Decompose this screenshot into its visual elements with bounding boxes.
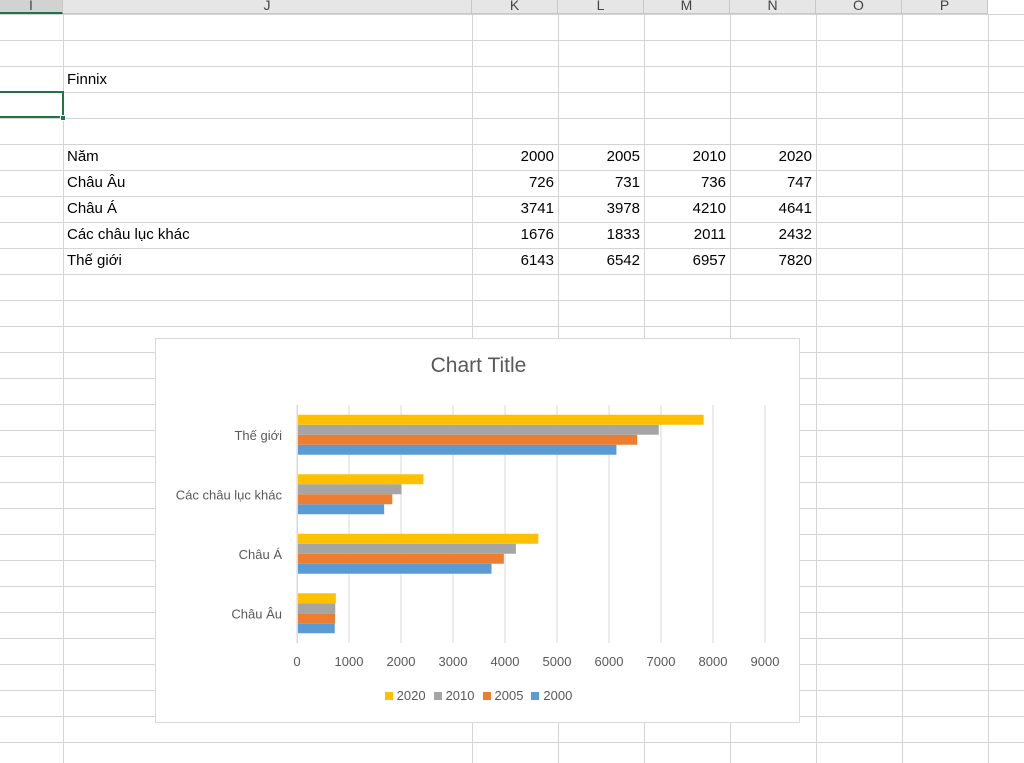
bar-2005[interactable] [297, 553, 504, 564]
column-header-j[interactable]: J [63, 0, 472, 14]
x-tick-label: 1000 [335, 654, 364, 669]
bar-2010[interactable] [297, 543, 516, 554]
chart-object[interactable]: Chart Title 0 1000 2000 3000 4000 5000 6000 700… [155, 338, 800, 723]
table-cell[interactable]: 3741 [520, 200, 554, 217]
table-header-value[interactable]: 2020 [778, 148, 812, 165]
x-tick-label: 9000 [751, 654, 780, 669]
table-row-label[interactable]: Châu Á [67, 200, 118, 217]
bar-2000[interactable] [297, 563, 492, 574]
bar-2020[interactable] [297, 593, 336, 604]
column-header-m[interactable]: M [644, 0, 730, 14]
legend-swatch [482, 692, 491, 700]
x-tick-label: 2000 [387, 654, 416, 669]
table-row-label[interactable]: Châu Âu [67, 174, 126, 191]
bar-2010[interactable] [297, 424, 659, 435]
legend-item-2000[interactable]: 2000 [531, 688, 572, 703]
legend-swatch [433, 692, 442, 700]
legend-item-2010[interactable]: 2010 [433, 688, 475, 703]
x-tick-label: 8000 [699, 654, 728, 669]
y-category-label: Các châu lục khác [176, 487, 283, 502]
legend-label: 2010 [445, 688, 475, 703]
table-cell[interactable]: 7820 [778, 252, 812, 269]
bar-2020[interactable] [297, 414, 704, 425]
legend-swatch [531, 692, 540, 700]
fill-handle[interactable] [60, 115, 66, 121]
column-header-l[interactable]: L [558, 0, 644, 14]
y-category-label: Thế giới [234, 428, 282, 443]
legend-label: 2000 [543, 688, 573, 703]
legend-label: 2005 [494, 688, 524, 703]
table-header-label[interactable]: Năm [67, 148, 99, 165]
bar-2000[interactable] [297, 623, 335, 634]
x-tick-label: 4000 [491, 654, 520, 669]
table-cell[interactable]: 1833 [606, 226, 640, 243]
table-cell[interactable]: 736 [700, 174, 726, 191]
column-header-k[interactable]: K [472, 0, 558, 14]
legend-label: 2020 [396, 688, 426, 703]
table-cell[interactable]: 1676 [520, 226, 554, 243]
table-header-value[interactable]: 2010 [692, 148, 726, 165]
table-header-value[interactable]: 2000 [520, 148, 554, 165]
column-header-i[interactable]: I [0, 0, 63, 14]
chart-plot-area[interactable]: 0 1000 2000 3000 4000 5000 6000 7000 8000 9000 Châ… [156, 339, 801, 724]
legend-item-2005[interactable]: 2005 [482, 688, 524, 703]
table-row-label[interactable]: Các châu lục khác [67, 226, 190, 243]
cell-J3[interactable]: Finnix [67, 71, 108, 88]
table-header-value[interactable]: 2005 [606, 148, 640, 165]
x-tick-label: 5000 [543, 654, 572, 669]
bar-2020[interactable] [297, 474, 424, 485]
table-cell[interactable]: 747 [786, 174, 812, 191]
bar-2010[interactable] [297, 484, 402, 495]
column-header-n[interactable]: N [730, 0, 816, 14]
column-header-p[interactable]: P [902, 0, 988, 14]
table-cell[interactable]: 4210 [692, 200, 726, 217]
bar-2000[interactable] [297, 504, 385, 515]
table-cell[interactable]: 4641 [778, 200, 812, 217]
bar-2005[interactable] [297, 613, 336, 624]
bar-2005[interactable] [297, 434, 638, 445]
chart-legend[interactable]: 2020 2010 2005 2000 [156, 688, 801, 703]
bar-2010[interactable] [297, 603, 336, 614]
table-cell[interactable]: 6957 [692, 252, 726, 269]
x-tick-label: 6000 [595, 654, 624, 669]
table-cell[interactable]: 731 [614, 174, 640, 191]
table-cell[interactable]: 3978 [606, 200, 640, 217]
y-category-label: Châu Âu [231, 606, 282, 621]
table-cell[interactable]: 6542 [606, 252, 640, 269]
bar-2000[interactable] [297, 444, 617, 455]
table-row-label[interactable]: Thế giới [67, 252, 122, 269]
table-cell[interactable]: 2432 [778, 226, 812, 243]
y-category-label: Châu Á [239, 547, 283, 562]
bar-2005[interactable] [297, 494, 393, 505]
legend-swatch [384, 692, 393, 700]
chart-title[interactable]: Chart Title [430, 354, 527, 377]
table-cell[interactable]: 2011 [693, 226, 726, 243]
x-tick-label: 7000 [647, 654, 676, 669]
table-cell[interactable]: 6143 [520, 252, 554, 269]
bar-2020[interactable] [297, 533, 539, 544]
x-tick-label: 3000 [439, 654, 468, 669]
active-cell-selection[interactable] [0, 91, 64, 118]
column-header-o[interactable]: O [816, 0, 902, 14]
legend-item-2020[interactable]: 2020 [384, 688, 426, 703]
table-cell[interactable]: 726 [528, 174, 554, 191]
x-tick-label: 0 [293, 654, 300, 669]
